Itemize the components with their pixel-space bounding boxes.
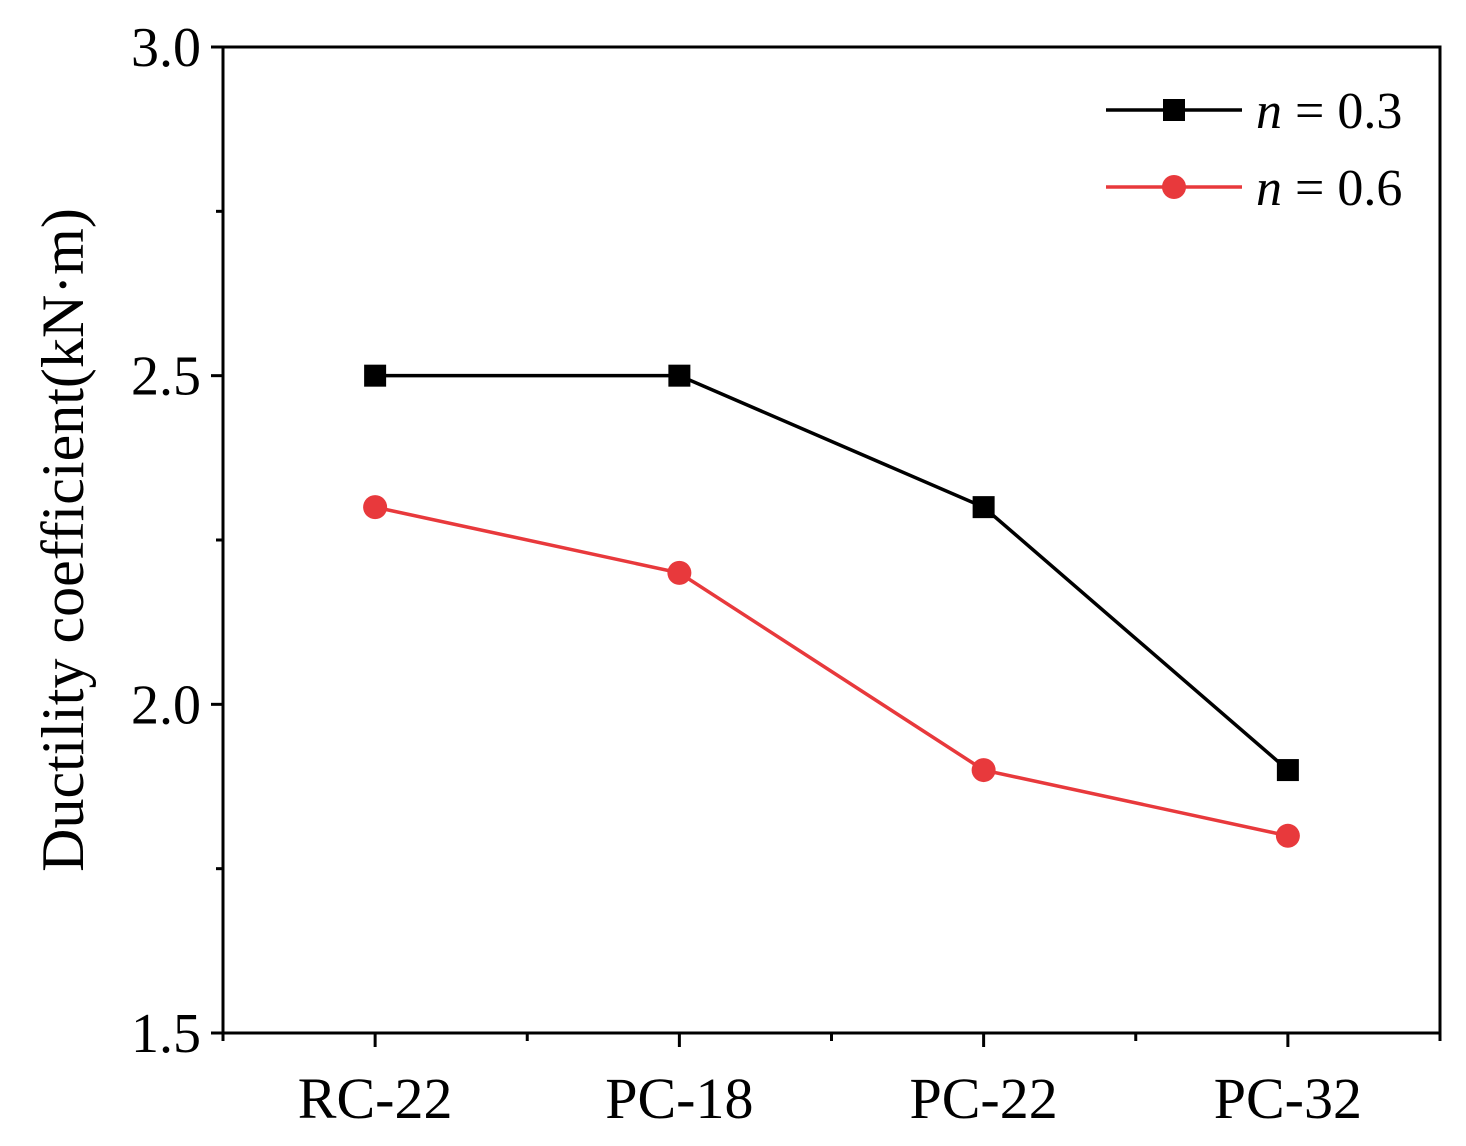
- series-line: [375, 373, 1290, 772]
- y-tick-label: 2.5: [131, 346, 201, 408]
- x-tick-label: RC-22: [298, 1066, 453, 1131]
- y-axis-title: Ductility coefficient(kN·m): [30, 208, 96, 872]
- x-tick-label: PC-18: [605, 1066, 753, 1131]
- data-point-circle: [1275, 823, 1300, 848]
- data-point-square: [364, 364, 387, 387]
- data-point-circle: [971, 758, 996, 783]
- legend-label: n = 0.6: [1256, 160, 1402, 217]
- series-line: [374, 505, 1289, 838]
- legend-marker-circle: [1162, 175, 1186, 199]
- legend-variable: n: [1256, 160, 1282, 217]
- x-tick-label: PC-22: [909, 1066, 1057, 1131]
- data-point-square: [668, 364, 691, 387]
- legend-variable: n: [1256, 83, 1282, 140]
- data-point-square: [972, 496, 995, 519]
- series-2: [363, 495, 1300, 848]
- y-tick-label: 2.0: [131, 674, 201, 736]
- data-point-circle: [667, 560, 692, 585]
- x-tick-label: PC-32: [1214, 1066, 1362, 1131]
- legend-value: = 0.3: [1282, 83, 1402, 140]
- data-point-square: [1276, 759, 1299, 782]
- y-tick-label: 3.0: [131, 17, 201, 79]
- legend-item-2: n = 0.6: [1106, 160, 1402, 217]
- legend-item-1: n = 0.3: [1106, 83, 1402, 140]
- legend: n = 0.3n = 0.6: [1106, 83, 1402, 217]
- axis-ticks: 1.5 2.0 2.5 3.0 RC-22 PC-18 PC-22 PC-32: [131, 17, 1442, 1131]
- data-point-circle: [363, 495, 388, 520]
- legend-label: n = 0.3: [1256, 83, 1402, 140]
- legend-marker-square: [1163, 99, 1185, 121]
- legend-value: = 0.6: [1282, 160, 1402, 217]
- series-1: [364, 364, 1299, 782]
- y-tick-label: 1.5: [131, 1003, 201, 1065]
- series-layer: [363, 364, 1300, 848]
